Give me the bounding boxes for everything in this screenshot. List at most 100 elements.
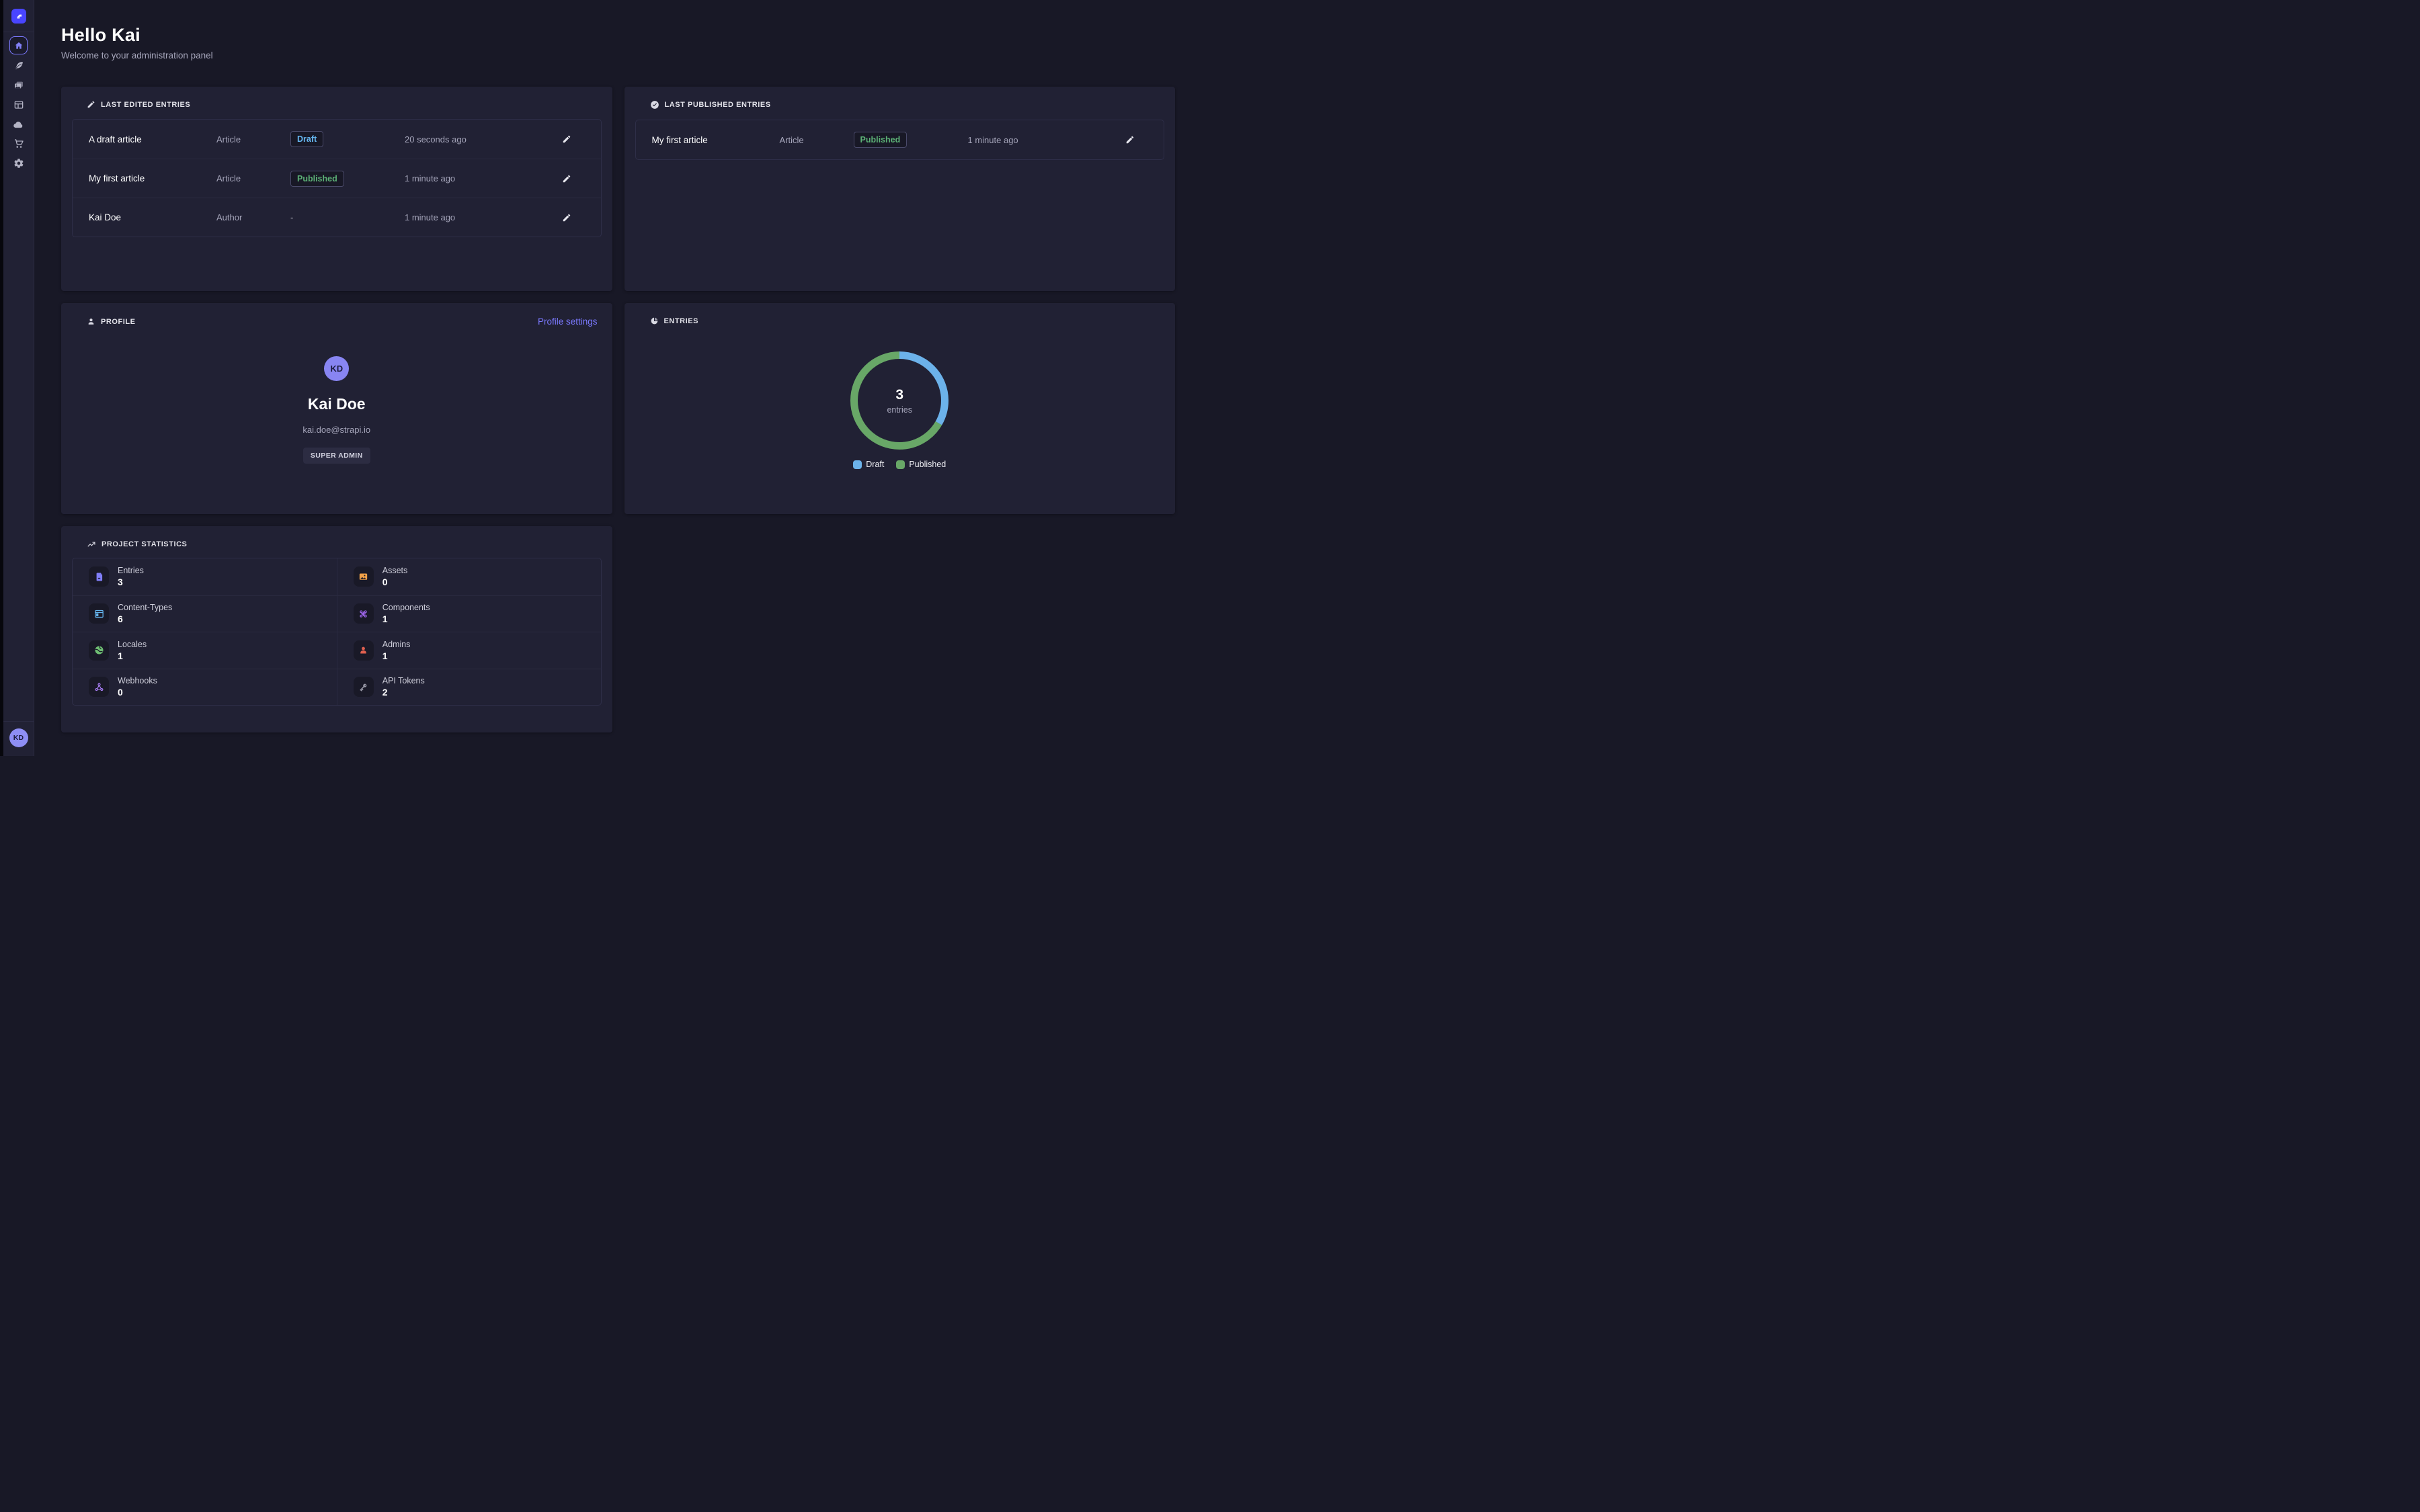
sidebar-item-settings[interactable] — [11, 155, 27, 171]
stat-value: 1 — [382, 614, 388, 625]
entry-action-cell — [559, 171, 585, 186]
last-published-entries-card: LAST PUBLISHED ENTRIES My first article … — [624, 87, 1175, 291]
pie-chart-icon — [650, 317, 659, 325]
strapi-logo-icon — [17, 14, 22, 19]
card-header: ENTRIES — [624, 303, 1176, 325]
draft-swatch — [853, 460, 862, 469]
card-title: LAST EDITED ENTRIES — [101, 100, 191, 109]
stats-grid: Entries 3 Assets 0 — [72, 558, 602, 706]
sidebar-item-deploy[interactable] — [11, 116, 27, 132]
stat-value: 2 — [382, 687, 388, 698]
entries-chart-card: ENTRIES 3 entries Draft — [624, 303, 1176, 514]
entry-time: 1 minute ago — [405, 212, 456, 222]
stat-value: 1 — [118, 650, 123, 661]
status-badge: Draft — [290, 131, 324, 147]
page-subtitle: Welcome to your administration panel — [61, 50, 213, 60]
stat-label: Entries — [118, 566, 144, 576]
stat-label: API Tokens — [382, 676, 425, 686]
profile-settings-link[interactable]: Profile settings — [537, 317, 598, 327]
legend-item-draft: Draft — [853, 460, 884, 469]
window-layout-icon — [89, 603, 109, 624]
edit-entry-button[interactable] — [1123, 132, 1137, 147]
stat-api-tokens: API Tokens 2 — [336, 668, 601, 705]
stat-text: Assets 0 — [382, 566, 408, 587]
check-circle-icon — [650, 100, 659, 110]
sidebar-user-avatar[interactable]: KD — [9, 728, 28, 747]
person-icon — [87, 317, 95, 326]
edit-entry-button[interactable] — [559, 132, 574, 146]
pencil-icon — [563, 214, 571, 221]
stat-content-types: Content-Types 6 — [73, 595, 337, 632]
stat-webhooks: Webhooks 0 — [73, 668, 337, 706]
last-edited-entries-card: LAST EDITED ENTRIES A draft article Arti… — [61, 87, 612, 291]
stat-label: Components — [382, 603, 430, 613]
stat-text: Content-Types 6 — [118, 603, 172, 624]
card-title: LAST PUBLISHED ENTRIES — [664, 101, 771, 109]
donut-chart: 3 entries — [849, 350, 950, 451]
file-icon — [89, 566, 109, 587]
last-edited-table: A draft article Article Draft 20 seconds… — [72, 119, 602, 237]
entry-action-cell — [559, 210, 585, 225]
page-title: Hello Kai — [61, 25, 140, 45]
sidebar-footer: KD — [3, 721, 34, 756]
stat-text: Components 1 — [382, 603, 430, 624]
sidebar-item-home[interactable] — [9, 36, 28, 54]
entry-name: My first article — [651, 134, 708, 145]
entry-action-cell — [559, 132, 585, 146]
table-row: My first article Article Published 1 min… — [73, 159, 601, 198]
pencil-icon — [563, 175, 571, 182]
stat-label: Webhooks — [118, 676, 157, 686]
stat-text: Webhooks 0 — [118, 676, 157, 698]
cart-icon — [14, 139, 24, 148]
profile-name: Kai Doe — [307, 395, 366, 413]
role-badge: SUPER ADMIN — [302, 448, 370, 464]
window-edge — [0, 0, 3, 756]
sidebar-item-content-type-builder[interactable] — [11, 97, 27, 113]
stat-value: 3 — [118, 577, 123, 588]
project-statistics-card: PROJECT STATISTICS Entries 3 — [61, 526, 612, 732]
sidebar-item-marketplace[interactable] — [11, 136, 27, 152]
gear-icon — [13, 159, 23, 168]
stat-label: Content-Types — [118, 603, 173, 613]
donut-svg — [850, 351, 949, 450]
sidebar-item-media-library[interactable] — [11, 77, 27, 93]
entries-donut-area: 3 entries Draft Published — [624, 325, 1176, 469]
cloud-icon — [13, 121, 23, 128]
feather-icon — [15, 62, 23, 70]
edit-entry-button[interactable] — [559, 171, 574, 186]
table-row: Kai Doe Author - 1 minute ago — [73, 198, 601, 237]
entry-time: 1 minute ago — [405, 173, 456, 183]
legend-label: Published — [909, 460, 946, 469]
sidebar-item-content-manager[interactable] — [11, 58, 27, 74]
card-header: PROJECT STATISTICS — [61, 526, 612, 549]
profile-card: PROFILE Profile settings KD Kai Doe kai.… — [61, 303, 612, 514]
stat-label: Locales — [118, 639, 147, 649]
legend-item-published: Published — [896, 460, 946, 469]
picture-icon — [353, 566, 374, 587]
entry-time: 1 minute ago — [967, 134, 1018, 145]
pencil-icon — [563, 135, 571, 143]
table-row: A draft article Article Draft 20 seconds… — [73, 120, 601, 159]
donut-center-label: 3 entries — [849, 350, 950, 451]
pencil-icon — [87, 100, 95, 109]
stat-text: API Tokens 2 — [382, 676, 425, 698]
entry-status-cell: Draft — [290, 131, 405, 147]
home-icon — [15, 42, 22, 49]
entry-name: My first article — [89, 173, 145, 183]
stat-label: Admins — [382, 639, 411, 649]
edit-entry-button[interactable] — [559, 210, 574, 225]
sidebar-nav — [3, 32, 34, 171]
status-badge: Published — [853, 132, 908, 148]
strapi-logo[interactable] — [11, 9, 26, 24]
stat-entries: Entries 3 — [73, 558, 337, 595]
stat-text: Admins 1 — [382, 640, 411, 661]
entry-type: Author — [216, 212, 243, 222]
stat-assets: Assets 0 — [336, 558, 601, 595]
card-header: LAST EDITED ENTRIES — [61, 87, 612, 109]
status-badge: Published — [290, 170, 344, 187]
card-title: ENTRIES — [663, 317, 699, 325]
pencil-icon — [1126, 136, 1133, 144]
entry-status-cell: Published — [853, 132, 968, 148]
table-row: My first article Article Published 1 min… — [636, 120, 1164, 159]
card-title: PROFILE — [101, 317, 136, 326]
